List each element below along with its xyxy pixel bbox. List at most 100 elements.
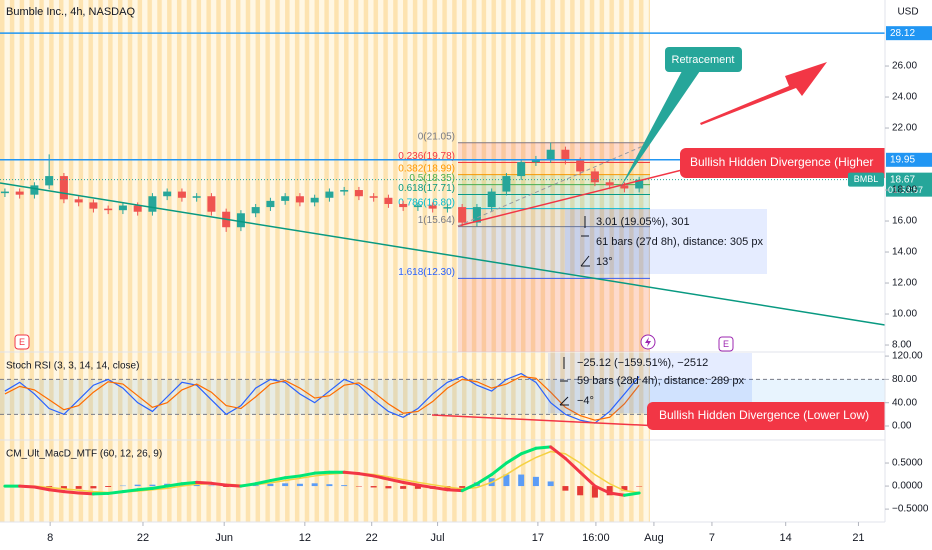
fib-label: 0.5(18.35) [409,173,455,184]
candle-body [354,190,363,197]
candle-body [620,185,629,189]
candle-body [15,191,24,195]
candle-body [177,191,186,198]
candle-body [384,197,393,204]
macd-segment [519,446,538,456]
x-tick-label: 21 [852,532,864,544]
histogram-bar [532,476,539,487]
macd-segment [180,480,199,486]
candle-body [472,207,481,223]
y-tick-label: 8.00 [892,340,912,351]
fib-label: 0.618(17.71) [398,183,455,194]
candle-body [118,205,127,211]
macd-segment [622,491,641,497]
y-tick-label: 80.00 [892,374,917,385]
fib-zone [458,162,650,175]
macd-segment [209,481,228,487]
chart-title: Bumble Inc., 4h, NASDAQ [6,6,135,18]
callout-box [665,47,742,72]
fib-zone [458,208,650,227]
x-tick-label: 8 [47,532,53,544]
candle-body [605,182,614,186]
macd-segment [549,445,567,460]
y-tick-label: −0.5000 [892,504,929,515]
candle-body [590,171,599,183]
fib-zone [458,226,650,279]
candle-body [340,190,349,192]
earnings-marker[interactable] [14,334,30,350]
candle-body [30,185,39,195]
histogram-bar [326,484,333,487]
macd-segment [136,486,154,492]
histogram-bar [75,486,82,489]
pane-title: CM_Ult_MacD_MTF (60, 12, 26, 9) [6,449,162,460]
y-tick-label: 40.00 [892,397,917,408]
y-tick-label: 0.5000 [892,458,923,469]
candle-body [517,162,526,177]
macd-segment [32,485,51,492]
callout-pointer [620,71,700,188]
macd-segment [504,452,523,465]
earnings-marker[interactable] [718,336,734,352]
x-tick-label: 22 [366,532,378,544]
macd-segment [224,483,243,488]
x-tick-label: 17 [532,532,544,544]
label-text: Bullish Hidden Divergence (Higher [690,155,873,169]
macd-segment [313,470,331,475]
histogram-bar [591,486,598,498]
candle-body [207,196,216,212]
callout-text: Retracement [672,54,735,66]
y-tick-label: 10.00 [892,309,917,320]
label-text: Bullish Hidden Divergence (Lower Low) [659,408,869,422]
candle-body [413,205,422,208]
y-tick-label: 26.00 [892,61,917,72]
histogram-bar [90,486,97,489]
macd-segment [608,491,626,497]
candle-body [281,196,290,201]
candle-body [502,176,511,192]
y-tick-label: 0.0000 [892,481,923,492]
macd-segment [298,471,317,478]
time-axis [0,522,932,550]
macd-segment [386,477,405,484]
candle-body [192,196,201,198]
histogram-bar [385,486,392,489]
y-tick-label: 22.00 [892,123,917,134]
candle-body [546,149,555,160]
candle-body [236,213,245,228]
histogram-bar [296,483,303,487]
histogram-bar [267,483,274,487]
x-tick-label: Aug [644,532,664,544]
price-axis [885,0,932,550]
y-tick-label: 18.00 [892,185,917,196]
y-tick-label: 24.00 [892,92,917,103]
histogram-bar [414,486,421,489]
histogram-bar [149,484,156,487]
label-box [647,402,892,430]
histogram-bar [311,483,318,487]
macd-segment [195,480,213,485]
histogram-bar [562,486,569,491]
candle-body [163,191,172,197]
arrow [700,62,827,125]
histogram-bar [459,486,466,488]
measure-text: 59 bars (28d 4h), distance: 289 px [577,375,744,387]
last-price-badge [886,172,932,197]
candle-body [443,207,452,209]
candle-body [0,191,9,194]
fib-label: 0(21.05) [418,131,455,142]
price-badge-label: 28.12 [890,28,915,39]
measure-text: 61 bars (27d 8h), distance: 305 px [596,236,763,248]
y-tick-label: 14.00 [892,247,917,258]
candle-body [45,176,54,186]
fib-label: 1(15.64) [418,215,455,226]
macd-segment [372,474,390,481]
macd-segment [268,476,287,483]
histogram-bar [134,484,141,487]
label-box [680,148,895,178]
histogram-bar [105,486,112,487]
measure-text: 13° [596,256,613,268]
macd-segment [490,461,508,477]
